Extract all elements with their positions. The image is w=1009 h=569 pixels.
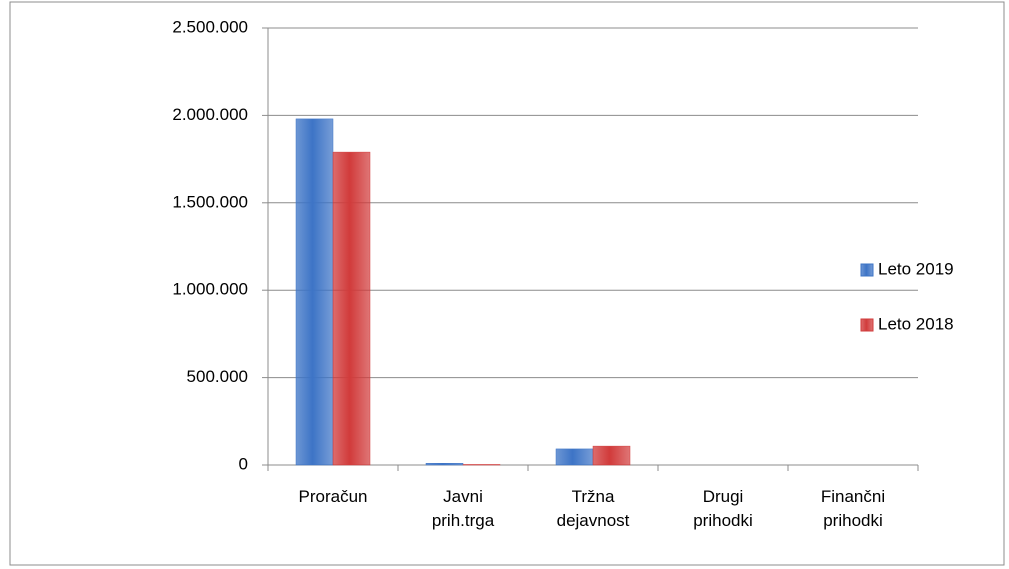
- bar: [555, 448, 594, 466]
- bar: [295, 118, 334, 466]
- x-tick-label: Tržna dejavnost: [556, 487, 630, 530]
- bar: [332, 151, 371, 466]
- x-tick-label: Javni prih.trga: [431, 487, 495, 530]
- y-tick-label: 2.000.000: [172, 105, 248, 124]
- x-tick-label: Proračun: [298, 487, 368, 506]
- y-tick-label: 1.500.000: [172, 192, 248, 211]
- chart-border: [9, 1, 1005, 566]
- y-tick-label: 2.500.000: [172, 17, 248, 36]
- legend-label: Leto 2019: [878, 259, 954, 278]
- y-tick-label: 1.000.000: [172, 280, 248, 299]
- bar: [462, 464, 501, 466]
- legend-swatch: [860, 263, 874, 277]
- bar: [425, 463, 464, 466]
- x-tick-label: Finančni prihodki: [820, 487, 886, 530]
- legend-swatch: [860, 318, 874, 332]
- y-tick-label: 0: [239, 454, 248, 473]
- x-tick-label: Drugi prihodki: [693, 487, 753, 530]
- y-tick-label: 500.000: [187, 367, 248, 386]
- bar: [592, 445, 631, 466]
- legend-label: Leto 2018: [878, 314, 954, 333]
